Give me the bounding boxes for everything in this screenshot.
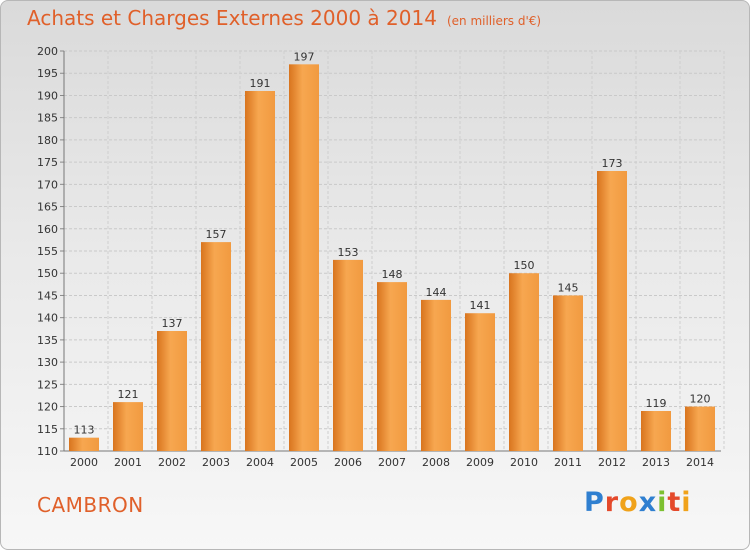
x-tick-label-2004: 2004 bbox=[246, 456, 274, 469]
y-tick-label: 170 bbox=[37, 178, 58, 191]
bars bbox=[69, 64, 715, 452]
city-name: CAMBRON bbox=[37, 493, 144, 517]
bar-2003 bbox=[201, 242, 231, 451]
x-tick-label-2002: 2002 bbox=[158, 456, 186, 469]
proxiti-logo: Proxiti bbox=[584, 487, 692, 518]
chart-title: Achats et Charges Externes 2000 à 2014 (e… bbox=[27, 6, 541, 30]
y-tick-label: 155 bbox=[37, 245, 58, 258]
x-tick-label-2011: 2011 bbox=[554, 456, 582, 469]
y-tick-label: 165 bbox=[37, 201, 58, 214]
x-tick-label-2014: 2014 bbox=[686, 456, 714, 469]
bar-2006 bbox=[333, 259, 363, 451]
y-tick-label: 160 bbox=[37, 223, 58, 236]
bar-2007 bbox=[377, 282, 407, 451]
data-label-2008: 144 bbox=[426, 286, 447, 299]
x-tick-label-2012: 2012 bbox=[598, 456, 626, 469]
data-label-2007: 148 bbox=[382, 268, 403, 281]
data-label-2004: 191 bbox=[250, 77, 271, 90]
bar-2001 bbox=[113, 402, 143, 451]
y-tick-label: 145 bbox=[37, 289, 58, 302]
x-tick-label-2009: 2009 bbox=[466, 456, 494, 469]
x-tick-label-2005: 2005 bbox=[290, 456, 318, 469]
y-tick-label: 180 bbox=[37, 134, 58, 147]
x-tick-label-2001: 2001 bbox=[114, 456, 142, 469]
y-tick-label: 140 bbox=[37, 312, 58, 325]
y-tick-label: 150 bbox=[37, 267, 58, 280]
bar-2005 bbox=[289, 64, 319, 452]
data-label-2002: 137 bbox=[162, 317, 183, 330]
data-label-2011: 145 bbox=[558, 281, 579, 294]
data-label-2009: 141 bbox=[470, 299, 491, 312]
x-tick-label-2008: 2008 bbox=[422, 456, 450, 469]
chart-subtitle: (en milliers d'€) bbox=[446, 14, 542, 28]
y-tick-label: 200 bbox=[37, 45, 58, 58]
y-tick-label: 185 bbox=[37, 112, 58, 125]
data-label-2013: 119 bbox=[646, 397, 667, 410]
bar-2002 bbox=[157, 331, 187, 451]
data-label-2014: 120 bbox=[690, 393, 711, 406]
y-tick-label: 130 bbox=[37, 356, 58, 369]
bar-2010 bbox=[509, 273, 539, 451]
chart-title-text: Achats et Charges Externes 2000 à 2014 bbox=[27, 6, 437, 30]
bar-2014 bbox=[685, 406, 715, 451]
data-label-2012: 173 bbox=[602, 157, 623, 170]
data-label-2000: 113 bbox=[74, 424, 95, 437]
y-tick-label: 195 bbox=[37, 67, 58, 80]
data-label-2003: 157 bbox=[206, 228, 227, 241]
y-tick-label: 135 bbox=[37, 334, 58, 347]
x-tick-label-2013: 2013 bbox=[642, 456, 670, 469]
data-label-2010: 150 bbox=[514, 259, 535, 272]
bar-2000 bbox=[69, 437, 99, 451]
x-tick-label-2010: 2010 bbox=[510, 456, 538, 469]
bar-2013 bbox=[641, 411, 671, 451]
y-tick-label: 110 bbox=[37, 445, 58, 458]
data-label-2005: 197 bbox=[294, 50, 315, 63]
bar-2011 bbox=[553, 295, 583, 451]
data-label-2006: 153 bbox=[338, 246, 359, 259]
x-tick-label-2007: 2007 bbox=[378, 456, 406, 469]
bar-2008 bbox=[421, 299, 451, 451]
y-tick-label: 125 bbox=[37, 378, 58, 391]
x-tick-label-2003: 2003 bbox=[202, 456, 230, 469]
y-tick-label: 190 bbox=[37, 89, 58, 102]
y-tick-label: 115 bbox=[37, 423, 58, 436]
x-tick-label-2006: 2006 bbox=[334, 456, 362, 469]
bar-2012 bbox=[597, 171, 627, 451]
bar-2004 bbox=[245, 91, 275, 451]
bar-2009 bbox=[465, 313, 495, 451]
y-tick-label: 175 bbox=[37, 156, 58, 169]
y-tick-label: 120 bbox=[37, 401, 58, 414]
labels: 113 2000 121 2001 137 2002 157 2003 191 2004 197 20… bbox=[70, 50, 714, 469]
x-tick-label-2000: 2000 bbox=[70, 456, 98, 469]
data-label-2001: 121 bbox=[118, 388, 139, 401]
